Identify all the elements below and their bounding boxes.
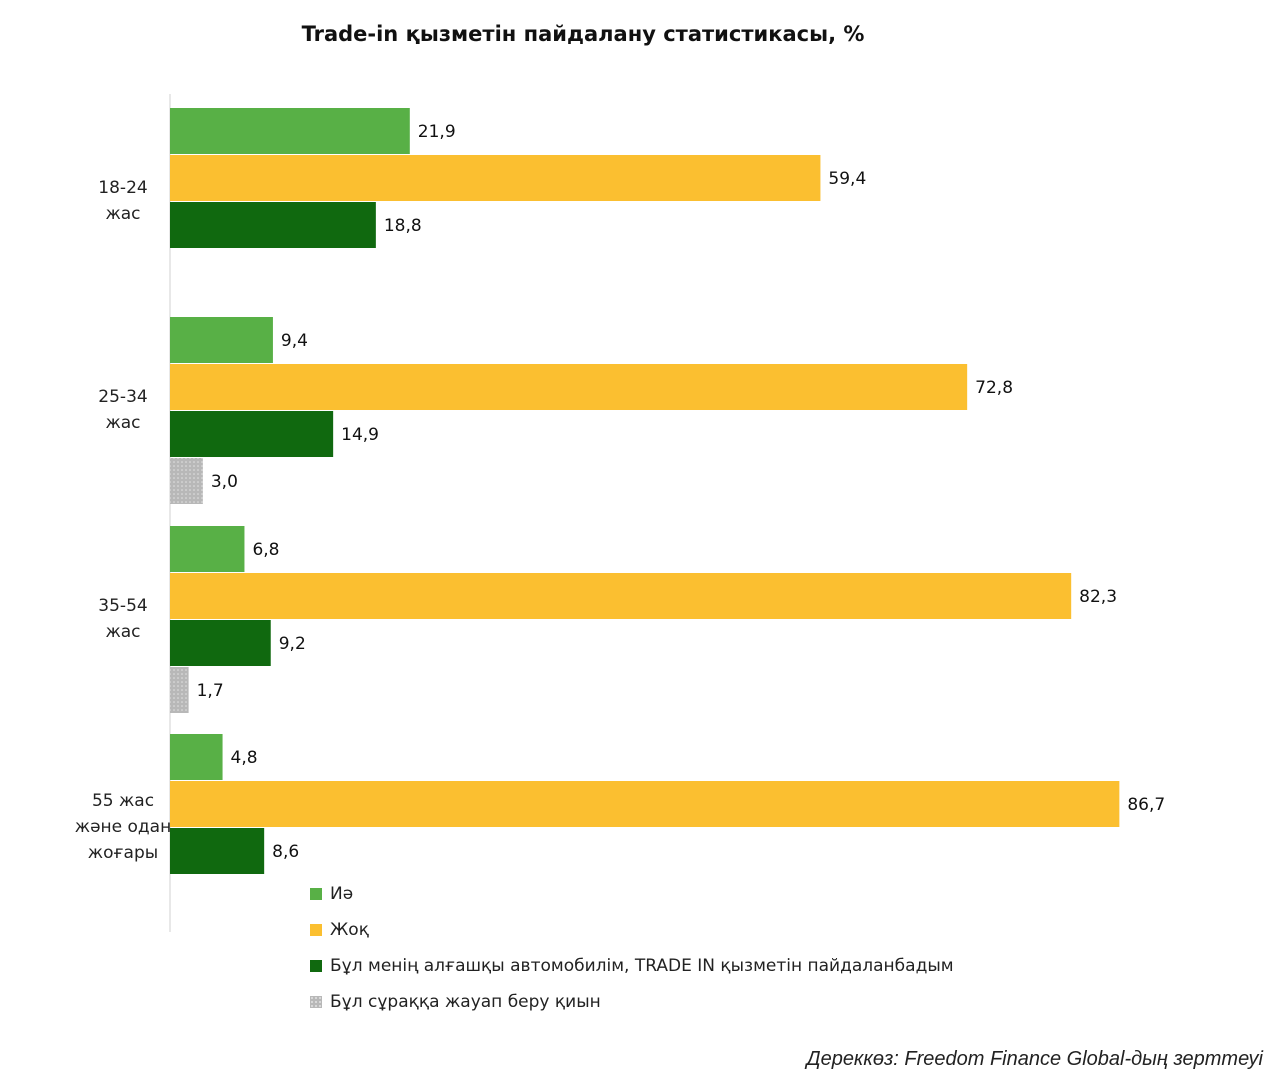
category-label: 25-34 жас bbox=[98, 387, 147, 433]
bar bbox=[170, 667, 189, 713]
bar bbox=[170, 573, 1072, 619]
chart-title: Trade-in қызметін пайдалану статистикасы… bbox=[301, 22, 865, 46]
bar bbox=[170, 108, 410, 154]
value-label: 59,4 bbox=[828, 169, 866, 189]
source-note: Дереккөз: Freedom Finance Global-дың зер… bbox=[806, 1048, 1263, 1070]
value-label: 1,7 bbox=[197, 681, 224, 701]
value-label: 9,2 bbox=[279, 634, 306, 654]
bar bbox=[170, 411, 334, 457]
legend-label-first-car: Бұл менің алғашқы автомобилім, TRADE IN … bbox=[330, 956, 954, 976]
value-label: 72,8 bbox=[975, 378, 1013, 398]
bar bbox=[170, 781, 1120, 827]
bar bbox=[170, 526, 245, 572]
bar bbox=[170, 364, 968, 410]
value-label: 86,7 bbox=[1127, 795, 1165, 815]
legend-item-yes: Иә bbox=[310, 876, 954, 912]
legend-swatch-hard-to-answer bbox=[310, 996, 322, 1008]
bar bbox=[170, 734, 223, 780]
legend-swatch-no bbox=[310, 924, 322, 936]
category-label: 55 жас және одан жоғары bbox=[75, 791, 171, 863]
value-label: 3,0 bbox=[211, 472, 238, 492]
bar bbox=[170, 317, 273, 363]
bar bbox=[170, 458, 203, 504]
category-label: 18-24 жас bbox=[98, 178, 147, 224]
chart-legend: Иә Жоқ Бұл менің алғашқы автомобилім, TR… bbox=[310, 876, 954, 1020]
bar bbox=[170, 155, 821, 201]
legend-item-first-car: Бұл менің алғашқы автомобилім, TRADE IN … bbox=[310, 948, 954, 984]
value-label: 6,8 bbox=[252, 540, 279, 560]
legend-item-hard-to-answer: Бұл сұраққа жауап беру қиын bbox=[310, 984, 954, 1020]
legend-swatch-first-car bbox=[310, 960, 322, 972]
value-label: 8,6 bbox=[272, 842, 299, 862]
value-label: 14,9 bbox=[341, 425, 379, 445]
value-label: 9,4 bbox=[281, 331, 308, 351]
category-label: 35-54 жас bbox=[98, 596, 147, 642]
legend-label-yes: Иә bbox=[330, 884, 354, 904]
bar bbox=[170, 828, 265, 874]
value-label: 21,9 bbox=[418, 122, 456, 142]
legend-label-hard-to-answer: Бұл сұраққа жауап беру қиын bbox=[330, 992, 601, 1012]
legend-swatch-yes bbox=[310, 888, 322, 900]
value-label: 4,8 bbox=[231, 748, 258, 768]
value-label: 18,8 bbox=[384, 216, 422, 236]
value-label: 82,3 bbox=[1079, 587, 1117, 607]
bar bbox=[170, 620, 271, 666]
bar bbox=[170, 202, 376, 248]
legend-label-no: Жоқ bbox=[330, 920, 369, 940]
legend-item-no: Жоқ bbox=[310, 912, 954, 948]
